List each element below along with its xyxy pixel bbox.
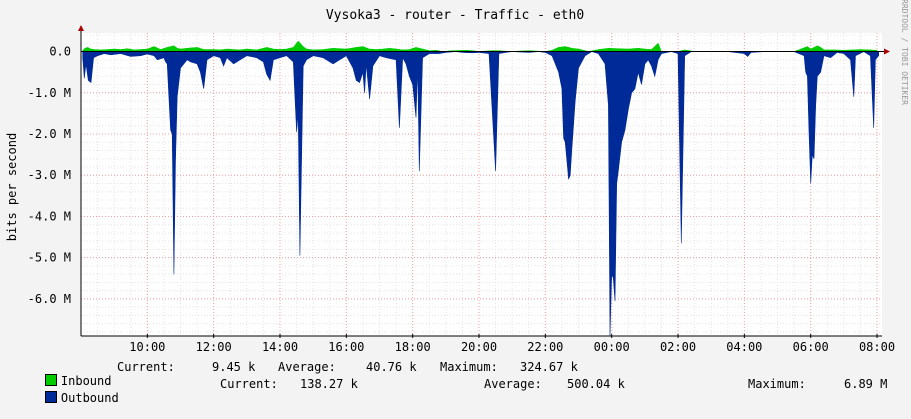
series-areas: [82, 40, 879, 337]
x-tick-label: 14:00: [262, 340, 298, 354]
x-tick-label: 22:00: [527, 340, 563, 354]
y-tick-label: -1.0 M: [28, 86, 71, 100]
outbound-swatch: [44, 391, 57, 403]
inbound-current-value: 9.45 k: [212, 360, 256, 374]
outbound-average-label: Average:: [484, 377, 542, 391]
x-tick-label: 20:00: [461, 340, 497, 354]
y-tick-label: 0.0: [49, 45, 71, 59]
inbound-average-value: 40.76 k: [366, 360, 417, 374]
legend-inbound-name: Inbound: [60, 374, 112, 388]
inbound-maximum-value: 324.67 k: [520, 360, 578, 374]
outbound-current-label: Current:: [220, 377, 278, 391]
inbound-average-label: Average:: [278, 360, 336, 374]
inbound-current-label: Current:: [117, 360, 175, 374]
inbound-maximum-label: Maximum:: [440, 360, 498, 374]
rrdtool-watermark: RRDTOOL / TOBI OETIKER: [900, 0, 909, 105]
x-tick-label: 04:00: [726, 340, 762, 354]
inbound-swatch: [44, 374, 57, 386]
y-tick-label: -6.0 M: [28, 292, 71, 306]
x-tick-label: 02:00: [660, 340, 696, 354]
x-tick-label: 06:00: [793, 340, 829, 354]
legend-outbound: Outbound: [16, 377, 119, 419]
legend-inbound: Inbound: [16, 360, 111, 402]
outbound-average-value: 500.04 k: [567, 377, 625, 391]
y-tick-label: -4.0 M: [28, 209, 71, 223]
plot-area: [81, 33, 882, 336]
x-tick-label: 08:00: [859, 340, 895, 354]
outbound-current-value: 138.27 k: [300, 377, 358, 391]
traffic-chart: Vysoka3 - router - Traffic - eth0 bits p…: [5, 0, 909, 354]
y-tick-labels: 0.0 -1.0 M -2.0 M -3.0 M -4.0 M -5.0 M -6.0 M: [28, 45, 71, 306]
series-area-outbound: [82, 51, 879, 337]
x-tick-label: 10:00: [129, 340, 165, 354]
outbound-maximum-value: 6.89 M: [844, 377, 888, 391]
y-axis-label: bits per second: [5, 133, 19, 241]
axes: [78, 25, 890, 338]
outbound-maximum-label: Maximum:: [748, 377, 806, 391]
chart-image: Vysoka3 - router - Traffic - eth0 bits p…: [5, 0, 909, 405]
x-tick-labels: 10:00 12:00 14:00 16:00 18:00 20:00 22:00 00:00…: [129, 340, 895, 354]
y-tick-label: -2.0 M: [28, 127, 71, 141]
chart-title: Vysoka3 - router - Traffic - eth0: [326, 8, 584, 23]
x-tick-label: 00:00: [594, 340, 630, 354]
y-axis-arrow: [78, 25, 84, 31]
y-tick-label: -3.0 M: [28, 168, 71, 182]
series-area-inbound: [82, 40, 878, 52]
x-tick-label: 16:00: [328, 340, 364, 354]
x-tick-label: 18:00: [395, 340, 431, 354]
x-axis-arrow: [884, 48, 890, 55]
legend-outbound-name: Outbound: [60, 391, 119, 405]
y-tick-label: -5.0 M: [28, 251, 71, 265]
x-tick-label: 12:00: [196, 340, 232, 354]
